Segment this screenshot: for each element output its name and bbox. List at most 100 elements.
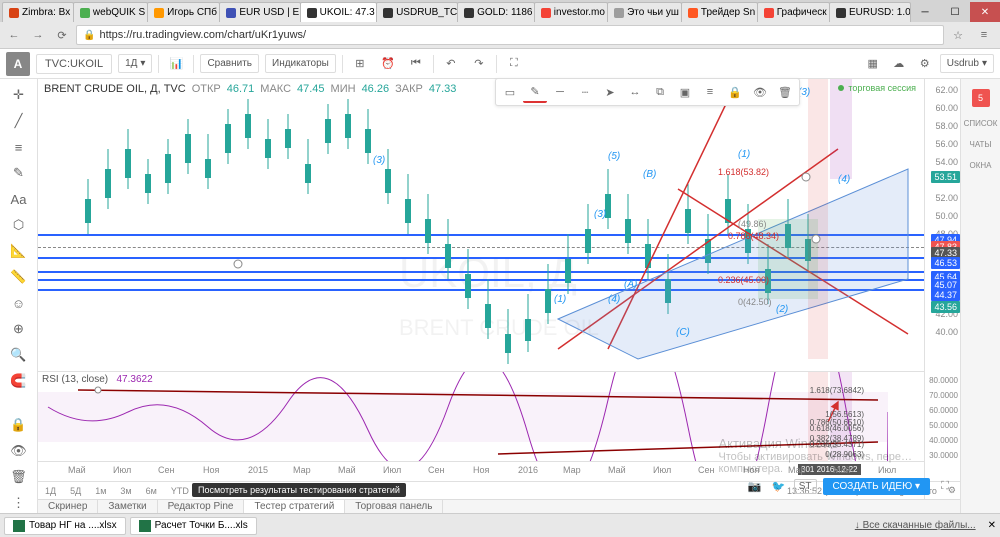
zoom-tool[interactable]: 🔍 <box>5 343 33 367</box>
browser-tab[interactable]: Zimbra: Вх× <box>2 2 74 22</box>
taskbar-item[interactable]: Расчет Точки Б....xls <box>130 517 257 535</box>
chart-area[interactable]: BRENT CRUDE OIL, Д, TVC ОТКР46.71 МАКС47… <box>38 79 960 515</box>
wave-label[interactable]: (3) <box>373 155 385 166</box>
reload-button[interactable]: ⟳ <box>52 25 72 45</box>
remove-drawings[interactable]: 🗑 <box>5 465 33 489</box>
wave-label[interactable]: (C) <box>676 327 690 338</box>
browser-tab[interactable]: Это чьи уш× <box>607 2 682 22</box>
magnet-tool[interactable]: 🧲 <box>5 369 33 393</box>
wave-label[interactable]: (4) <box>608 294 620 305</box>
wave-label[interactable]: (2) <box>776 304 788 315</box>
draw-style-icon[interactable]: ┄ <box>573 81 597 103</box>
time-tick: 2015 <box>248 465 268 475</box>
sidebar-label[interactable]: СПИСОК <box>964 119 998 128</box>
wave-label[interactable]: (1) <box>554 294 566 305</box>
draw-trash-icon[interactable]: 🗑 <box>773 81 797 103</box>
brush-tool[interactable]: ✎ <box>5 161 33 185</box>
tv-logo[interactable]: A <box>6 52 30 76</box>
draw-line-icon[interactable]: ─ <box>548 81 572 103</box>
browser-tab[interactable]: Трейдер Sn× <box>681 2 758 22</box>
notif-badge[interactable]: 5 <box>972 89 990 107</box>
draw-clone-icon[interactable]: ⧉ <box>648 81 672 103</box>
twitter-icon[interactable]: 🐦 <box>770 477 788 495</box>
forward-button[interactable]: → <box>28 25 48 45</box>
pattern-tool[interactable]: ⬡ <box>5 213 33 237</box>
undo-icon[interactable]: ↶ <box>440 53 462 75</box>
minimize-button[interactable]: ─ <box>910 2 940 22</box>
sidebar-label[interactable]: ОКНА <box>970 161 992 170</box>
sidebar-label[interactable]: ЧАТЫ <box>969 140 991 149</box>
timeframe-button[interactable]: 1м <box>92 485 109 497</box>
wave-label[interactable]: (3) <box>594 209 606 220</box>
back-button[interactable]: ← <box>4 25 24 45</box>
timeframe-button[interactable]: YTD <box>168 485 192 497</box>
url-input[interactable]: 🔒 https://ru.tradingview.com/chart/uKr1y… <box>76 25 944 45</box>
wave-label[interactable]: (4) <box>838 174 850 185</box>
timeframe-button[interactable]: 1Д <box>42 485 59 497</box>
trendline-tool[interactable]: ╱ <box>5 109 33 133</box>
draw-order-icon[interactable]: ≡ <box>698 81 722 103</box>
timeframe-button[interactable]: 5Д <box>67 485 84 497</box>
maximize-button[interactable]: ☐ <box>940 2 970 22</box>
draw-brush-icon[interactable]: ✎ <box>523 81 547 103</box>
expand-icon[interactable]: ⛶ <box>936 477 954 495</box>
draw-eye-icon[interactable]: 👁 <box>748 81 772 103</box>
replay-icon[interactable]: ⏮ <box>405 53 427 75</box>
forecast-tool[interactable]: 📐 <box>5 239 33 263</box>
objtree-tool[interactable]: ⋮ <box>5 491 33 515</box>
browser-tab[interactable]: UKOIL: 47.3× <box>300 2 377 22</box>
close-dl-icon[interactable]: ✕ <box>988 520 996 531</box>
browser-tab[interactable]: EURUSD: 1.0× <box>829 2 911 22</box>
close-button[interactable]: ✕ <box>970 2 1000 22</box>
taskbar-item[interactable]: Товар НГ на ....xlsx <box>4 517 126 535</box>
icon-tool[interactable]: ☺ <box>5 291 33 315</box>
cloud-icon[interactable]: ☁ <box>888 53 910 75</box>
symbol-input[interactable]: TVC:UKOIL <box>36 54 112 74</box>
wave-label[interactable]: (5) <box>608 151 620 162</box>
menu-icon[interactable]: ≡ <box>972 25 996 45</box>
downloads-link[interactable]: ↓ Все скачанные файлы... <box>855 520 976 531</box>
create-idea-button[interactable]: СОЗДАТЬ ИДЕЮ ▾ <box>823 478 930 495</box>
browser-tab[interactable]: webQUIK S× <box>73 2 148 22</box>
browser-tab[interactable]: Игорь СПб× <box>147 2 220 22</box>
timeframe-button[interactable]: 6м <box>143 485 160 497</box>
measure-tool[interactable]: ⊕ <box>5 317 33 341</box>
compare-button[interactable]: Сравнить <box>200 54 259 73</box>
draw-group-icon[interactable]: ▣ <box>673 81 697 103</box>
wave-label[interactable]: (A) <box>624 279 637 290</box>
hide-drawings[interactable]: 👁 <box>5 439 33 463</box>
watchlist-button[interactable]: Usdrub ▾ <box>940 54 994 73</box>
candles-icon[interactable]: 📊 <box>165 53 187 75</box>
fib-tool[interactable]: ≡ <box>5 135 33 159</box>
time-tick: Май <box>338 465 356 475</box>
st-badge[interactable]: ST <box>794 479 817 494</box>
cursor-tool[interactable]: ✛ <box>5 83 33 107</box>
browser-tab[interactable]: USDRUB_TC× <box>376 2 458 22</box>
draw-extend-icon[interactable]: ↔ <box>623 81 647 103</box>
windows-taskbar: Товар НГ на ....xlsxРасчет Точки Б....xl… <box>0 513 1000 537</box>
camera-icon[interactable]: 📷 <box>746 477 764 495</box>
template-icon[interactable]: ⊞ <box>349 53 371 75</box>
browser-tab[interactable]: EUR USD | E× <box>219 2 300 22</box>
timeframe-button[interactable]: 3м <box>117 485 134 497</box>
lock-drawings[interactable]: 🔒 <box>5 413 33 437</box>
layout-icon[interactable]: ▦ <box>862 53 884 75</box>
ruler-tool[interactable]: 📏 <box>5 265 33 289</box>
draw-lock-icon[interactable]: 🔒 <box>723 81 747 103</box>
browser-tab[interactable]: investor.mo× <box>534 2 608 22</box>
settings-icon[interactable]: ⚙ <box>914 53 936 75</box>
browser-tab[interactable]: GOLD: 1186× <box>457 2 535 22</box>
redo-icon[interactable]: ↷ <box>468 53 490 75</box>
text-tool[interactable]: Aa <box>5 187 33 211</box>
wave-label[interactable]: (B) <box>643 169 656 180</box>
indicators-button[interactable]: Индикаторы <box>265 54 336 73</box>
wave-label[interactable]: (1) <box>738 149 750 160</box>
bookmark-icon[interactable]: ☆ <box>948 25 968 45</box>
draw-rect-icon[interactable]: ▭ <box>498 81 522 103</box>
interval-button[interactable]: 1Д ▾ <box>118 54 152 73</box>
browser-tab[interactable]: Графическ× <box>757 2 830 22</box>
rsi-tick: 60.0000 <box>929 406 958 415</box>
fullscreen-icon[interactable]: ⛶ <box>503 53 525 75</box>
alert-icon[interactable]: ⏰ <box>377 53 399 75</box>
draw-arrow-icon[interactable]: ➤ <box>598 81 622 103</box>
